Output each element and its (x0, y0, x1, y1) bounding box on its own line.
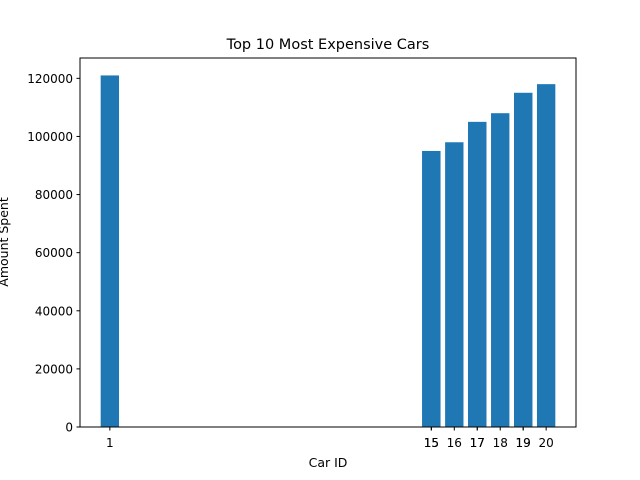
bars-group (100, 75, 556, 428)
y-tick-label: 120000 (27, 72, 73, 86)
bar-car-20 (536, 84, 556, 428)
y-tick-label: 80000 (35, 188, 73, 202)
x-tick-label: 19 (516, 436, 531, 450)
y-tick-label: 0 (65, 421, 73, 435)
x-tick-label: 18 (493, 436, 508, 450)
x-tick-label: 1 (106, 436, 114, 450)
bar-car-1 (100, 75, 120, 428)
x-axis-label: Car ID (309, 455, 348, 470)
chart-title: Top 10 Most Expensive Cars (226, 37, 430, 53)
y-tick-label: 20000 (35, 362, 73, 376)
bar-car-16 (445, 142, 464, 427)
bar-car-17 (468, 121, 487, 428)
bar-car-18 (491, 113, 510, 427)
y-tick-label: 100000 (27, 130, 73, 144)
x-tick-label: 15 (424, 436, 439, 450)
y-tick-label: 40000 (35, 304, 73, 318)
y-axis: 0 20000 40000 60000 80000 100000 120000 (27, 72, 80, 435)
plot-frame (79, 57, 577, 428)
bar-car-15 (422, 150, 441, 428)
bar-car-19 (514, 92, 533, 428)
y-tick-label: 60000 (35, 246, 73, 260)
x-tick-label: 19 (516, 436, 531, 450)
x-tick-label: 17 (470, 436, 485, 450)
x-tick-label: 16 (447, 436, 462, 450)
x-tick-label: 15 (424, 436, 439, 450)
x-tick-label: 17 (470, 436, 485, 450)
x-tick-label: 20 (539, 436, 554, 450)
y-axis-label: Amount Spent (0, 197, 11, 287)
